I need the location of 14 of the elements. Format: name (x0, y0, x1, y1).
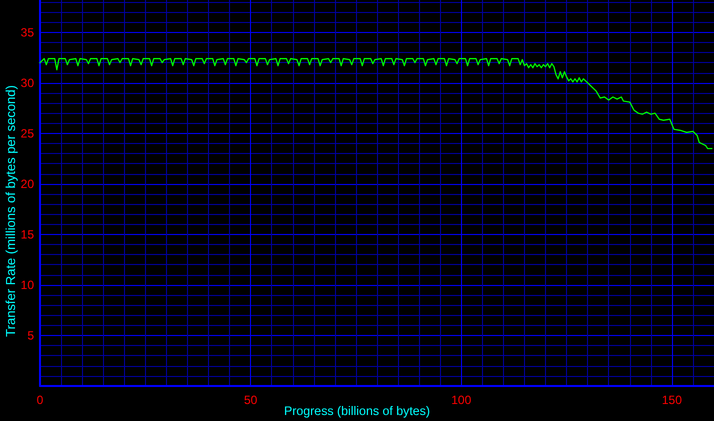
x-tick-label: 50 (244, 393, 258, 407)
y-tick-label: 30 (20, 76, 34, 90)
y-tick-label: 10 (20, 278, 34, 292)
y-tick-label: 35 (20, 25, 34, 40)
y-tick-label: 5 (27, 328, 34, 342)
y-axis-title: Transfer Rate (millions of bytes per second) (3, 85, 18, 337)
y-tick-label: 20 (20, 176, 34, 191)
y-tick-label: 25 (20, 126, 34, 140)
line-series (39, 58, 712, 150)
x-axis-title: Progress (billions of bytes) (284, 404, 430, 418)
x-tick-label: 100 (451, 393, 472, 407)
y-tick-label: 15 (20, 227, 34, 242)
x-tick-label: 150 (662, 393, 682, 407)
x-tick-label: 0 (36, 393, 44, 407)
